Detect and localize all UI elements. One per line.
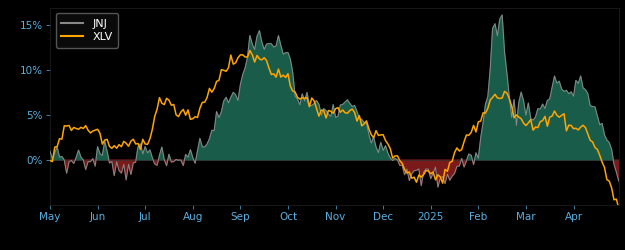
Legend: JNJ, XLV: JNJ, XLV [56, 13, 118, 48]
